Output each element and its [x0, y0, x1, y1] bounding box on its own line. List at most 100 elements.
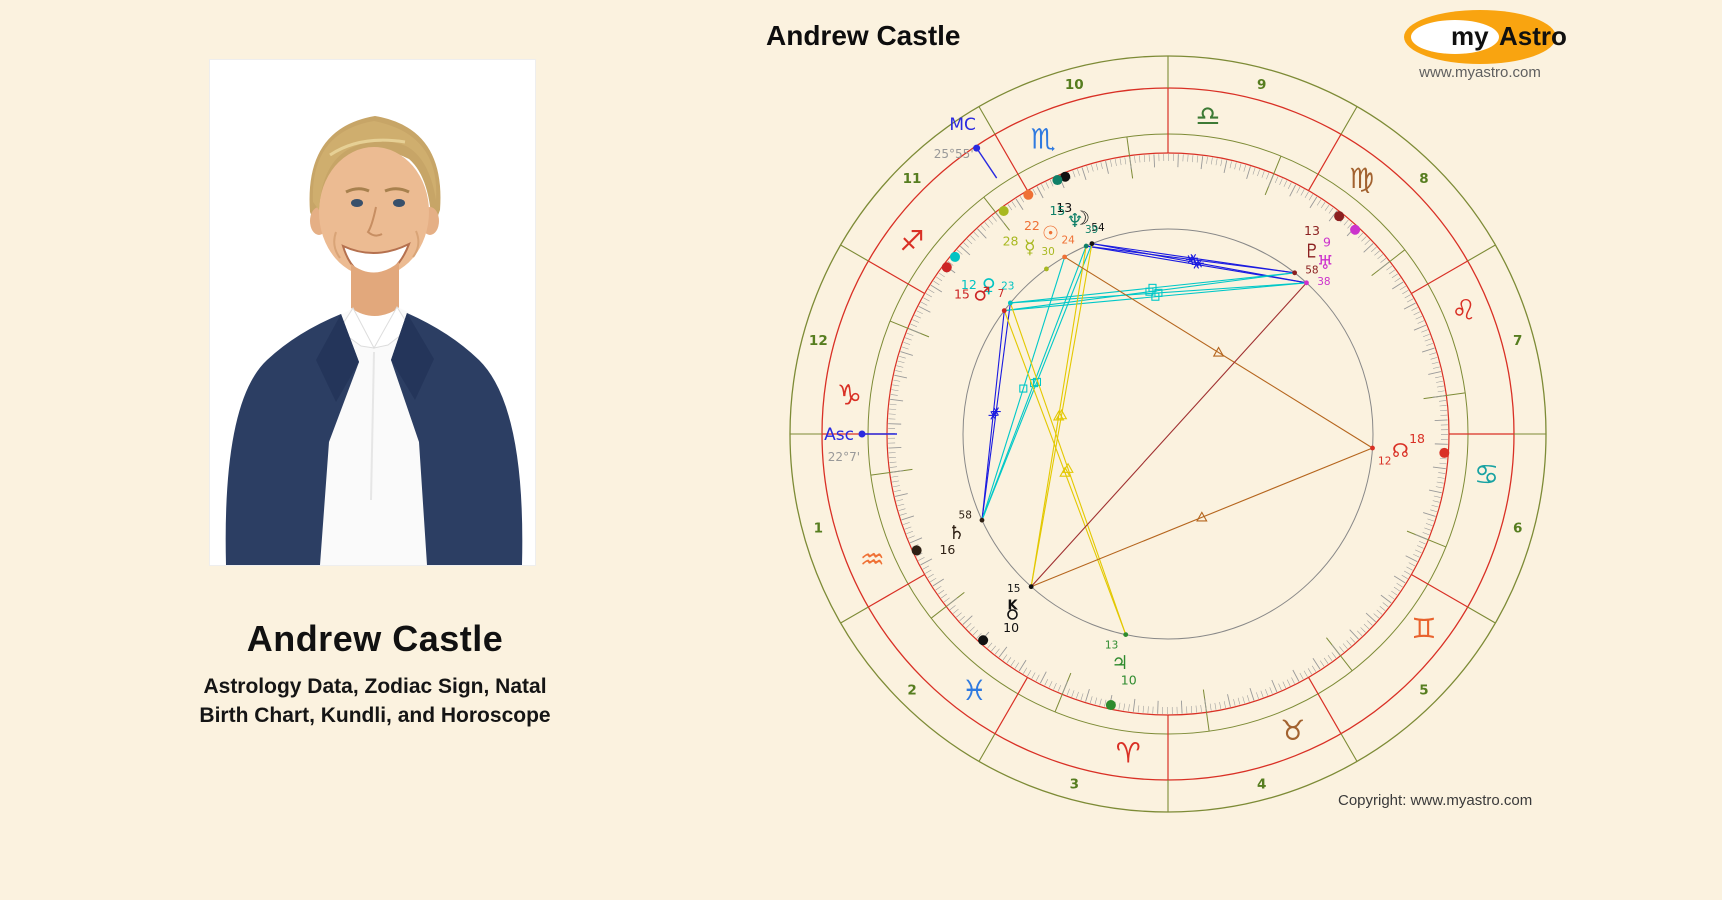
planet-degree-uranus: 9 — [1323, 235, 1331, 250]
degree-tick — [969, 626, 975, 632]
degree-tick — [1227, 694, 1231, 708]
planet-glyph-moon: ☽ — [1073, 207, 1090, 229]
planet-degree-pluto: 13 — [1304, 223, 1320, 238]
degree-tick — [1209, 703, 1212, 711]
degree-tick — [1435, 486, 1443, 489]
sign-glyph-libra: ♎ — [1195, 100, 1220, 133]
degree-tick — [943, 597, 950, 603]
degree-tick — [1307, 668, 1312, 675]
house-cusp-outer-mark — [1340, 733, 1358, 762]
aspect-line-moon-saturn-square — [981, 243, 1093, 521]
degree-tick — [1379, 606, 1386, 611]
myastro-logo[interactable]: my Astro — [1404, 10, 1567, 64]
degree-tick — [1289, 184, 1297, 197]
degree-tick — [889, 403, 897, 406]
house-cusp-outer-mark — [978, 106, 996, 135]
sextile-symbol — [990, 411, 996, 420]
house-cusp-line — [868, 260, 925, 295]
lapel-left — [316, 314, 359, 402]
degree-tick — [920, 301, 928, 306]
degree-tick — [920, 558, 933, 566]
degree-tick — [1439, 462, 1447, 465]
degree-tick — [1394, 277, 1401, 283]
mc-pointer-line — [976, 147, 998, 179]
planet-aspect-dot-saturn — [979, 517, 985, 523]
degree-tick — [904, 526, 912, 530]
degree-tick — [1233, 698, 1236, 706]
planet-minute-mercury: 30 — [1041, 246, 1054, 258]
degree-tick — [1036, 186, 1044, 199]
degree-tick — [1214, 702, 1217, 710]
degree-tick — [1378, 261, 1390, 271]
planet-rim-dot-sun — [1023, 189, 1034, 200]
degree-tick — [925, 569, 932, 574]
degree-tick — [1282, 681, 1287, 689]
degree-tick — [1406, 298, 1414, 303]
degree-tick — [965, 623, 972, 629]
degree-tick — [1249, 687, 1255, 701]
degree-tick — [1421, 347, 1435, 353]
degree-tick — [1139, 155, 1141, 163]
degree-tick — [1062, 681, 1068, 694]
planet-aspect-dot-neptune — [1083, 243, 1089, 249]
trine-symbol — [1196, 511, 1208, 522]
degree-tick — [946, 597, 958, 607]
degree-tick — [1363, 243, 1374, 253]
logo-url[interactable]: www.myastro.com — [1419, 64, 1541, 81]
degree-tick — [998, 646, 1008, 658]
degree-tick — [963, 242, 969, 248]
planet-degree-venus: 12 — [961, 277, 977, 292]
planet-degree-neptune: 15 — [1049, 203, 1065, 218]
degree-tick — [922, 565, 930, 570]
degree-tick — [1071, 690, 1075, 698]
planet-glyph-jupiter: ♃ — [1111, 652, 1128, 674]
degree-tick — [1436, 380, 1444, 383]
planet-minute-venus: 23 — [1001, 280, 1014, 292]
degree-tick — [1427, 518, 1435, 522]
house-number-12: 12 — [809, 333, 828, 349]
degree-tick — [902, 522, 910, 525]
degree-tick — [1105, 160, 1109, 174]
degree-tick — [1048, 681, 1053, 688]
degree-tick — [1099, 698, 1102, 706]
planet-minute-neptune: 39 — [1085, 224, 1098, 236]
planet-rim-dot-mars — [941, 262, 952, 273]
degree-tick — [890, 398, 904, 402]
house-cusp-outer-mark — [978, 733, 996, 762]
house-number-4: 4 — [1257, 776, 1266, 792]
house-number-3: 3 — [1070, 776, 1079, 792]
trine-symbol — [1059, 466, 1071, 477]
degree-tick — [1324, 204, 1330, 211]
degree-tick — [956, 612, 962, 618]
degree-tick — [1422, 333, 1430, 337]
trine-symbol — [1052, 410, 1065, 421]
degree-tick — [1246, 166, 1251, 179]
planet-rim-dot-saturn — [911, 545, 922, 556]
degree-tick — [932, 578, 945, 587]
degree-tick — [1134, 155, 1136, 163]
aspect-line-sun-node-trine — [1064, 256, 1373, 449]
degree-tick — [1268, 174, 1274, 187]
square-symbol — [1019, 384, 1028, 393]
degree-tick — [1436, 385, 1444, 388]
square-symbol — [1151, 292, 1160, 301]
degree-tick — [1081, 167, 1087, 181]
degree-tick — [973, 231, 979, 238]
degree-tick — [1331, 652, 1337, 659]
planet-glyph-venus: ♀ — [982, 275, 996, 297]
degree-tick — [980, 225, 986, 231]
degree-tick — [1256, 692, 1259, 700]
degree-tick — [1376, 609, 1383, 615]
degree-tick — [1118, 702, 1121, 710]
degree-tick — [1257, 169, 1260, 177]
planet-aspect-dot-uranus — [1304, 280, 1309, 286]
portrait-illustration — [210, 60, 535, 565]
degree-tick — [1312, 657, 1321, 670]
degree-tick — [1153, 154, 1156, 168]
degree-tick — [1428, 489, 1442, 494]
degree-tick — [892, 384, 900, 387]
degree-tick — [1031, 672, 1036, 679]
planet-aspect-dot-jupiter — [1123, 632, 1129, 637]
degree-tick — [895, 370, 903, 373]
planet-aspect-dot-pluto — [1292, 270, 1298, 276]
